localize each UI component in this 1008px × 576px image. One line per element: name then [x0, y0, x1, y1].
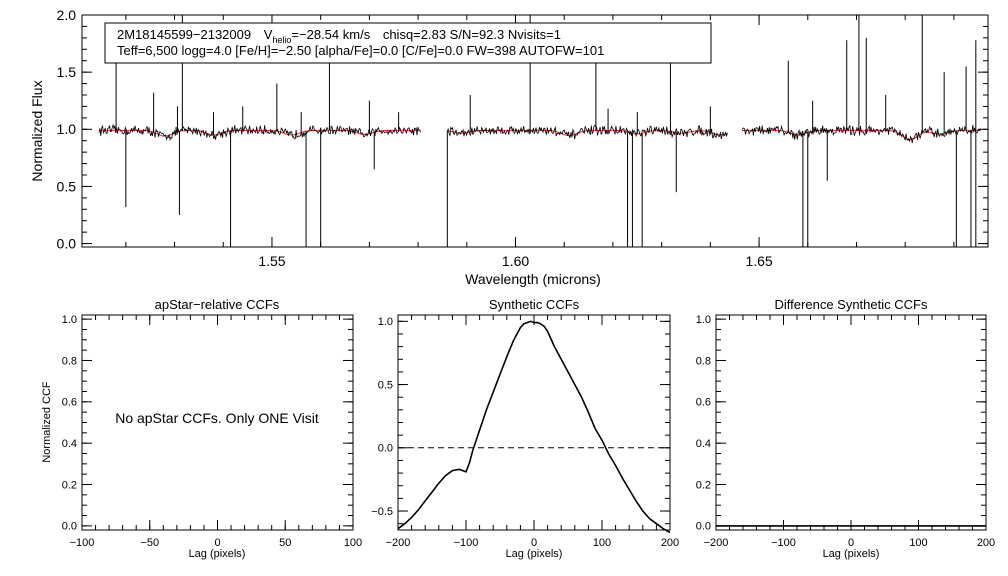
spectrum-panel: 1.55 1.60 1.65 0.0 0.5 1.0 1.5 2.0 2M18145599−2…: [29, 7, 989, 287]
y-tick-label: 0.2: [62, 479, 77, 491]
spectrum-plot-area: [98, 15, 982, 247]
vhelio-subscript: helio: [272, 35, 291, 45]
x-tick-label: 1.60: [502, 253, 529, 269]
y-tick-label: 0.0: [696, 521, 711, 533]
x-tick-label: −50: [140, 537, 159, 549]
x-tick-label: −200: [704, 537, 729, 549]
vhelio-symbol: V: [264, 27, 273, 42]
x-tick-label: 1.65: [745, 253, 772, 269]
y-tick-label: 0.5: [57, 178, 77, 194]
x-tick-label: 100: [344, 537, 362, 549]
observed-spectrum-line: [446, 124, 728, 140]
x-tick-label: −100: [771, 537, 796, 549]
apstar-ccf-xlabel: Lag (pixels): [189, 548, 246, 560]
observed-spectrum-line: [98, 123, 421, 142]
apstar-ccf-ylabel: Normalized CCF: [41, 381, 53, 463]
x-tick-label: 0: [214, 537, 220, 549]
x-tick-label: −100: [454, 537, 479, 549]
x-tick-label: 100: [909, 537, 927, 549]
spectrum-frame: [81, 14, 989, 248]
synthetic-ccf-panel: −200 −100 0 100 200 −0.5 0.0 0.5 1.0 Synthetic C…: [371, 297, 679, 560]
y-tick-label: 1.0: [62, 314, 77, 326]
difference-ccf-title: Difference Synthetic CCFs: [775, 297, 928, 312]
y-tick-label: 0.4: [62, 438, 77, 450]
difference-ccf-ticks: −200 −100 0 100 200 0.0 0.2 0.4 0.6 0.8 1.0: [696, 314, 995, 549]
y-tick-label: 0.5: [378, 379, 393, 391]
x-tick-label: 100: [593, 537, 611, 549]
x-tick-label: 200: [661, 537, 679, 549]
synthetic-ccf-ticks: −200 −100 0 100 200 −0.5 0.0 0.5 1.0: [371, 315, 679, 549]
x-tick-label: 0: [848, 537, 854, 549]
annotation-line-2: Teff=6,500 logg=4.0 [Fe/H]=−2.50 [alpha/…: [117, 43, 604, 58]
apstar-ccf-ticks: −100 −50 0 50 100 0.0 0.2 0.4 0.6 0.8 1.0: [62, 314, 362, 549]
synthetic-ccf-xlabel: Lag (pixels): [506, 548, 563, 560]
x-tick-label: −100: [70, 537, 95, 549]
y-tick-label: 1.5: [57, 64, 77, 80]
x-tick-label: 0: [531, 537, 537, 549]
y-tick-label: 0.4: [696, 438, 711, 450]
spectrum-ylabel: Normalized Flux: [29, 80, 45, 181]
y-tick-label: 1.0: [696, 314, 711, 326]
spectrum-xlabel: Wavelength (microns): [465, 271, 601, 287]
vhelio-value: =−28.54 km/s: [291, 27, 370, 42]
y-tick-label: 0.0: [62, 521, 77, 533]
x-tick-label: 1.55: [258, 253, 285, 269]
apstar-ccf-title: apStar−relative CCFs: [155, 297, 280, 312]
x-tick-label: 200: [977, 537, 995, 549]
difference-ccf-xlabel: Lag (pixels): [823, 548, 880, 560]
y-tick-label: 1.0: [57, 121, 77, 137]
y-tick-label: 2.0: [57, 7, 77, 23]
y-tick-label: 0.6: [696, 397, 711, 409]
apstar-ccf-message: No apStar CCFs. Only ONE Visit: [115, 410, 319, 426]
annotation-line-1: 2M18145599−2132009 Vhelio=−28.54 km/s ch…: [117, 27, 561, 45]
difference-ccf-panel: −200 −100 0 100 200 0.0 0.2 0.4 0.6 0.8 1.0 Differ…: [696, 297, 995, 560]
synthetic-ccf-series: [397, 320, 671, 534]
fit-stats: chisq=2.83 S/N=92.3 Nvisits=1: [383, 27, 561, 42]
observed-spectrum-line: [741, 124, 982, 144]
y-tick-label: 1.0: [378, 316, 393, 328]
y-tick-label: 0.2: [696, 479, 711, 491]
spectrum-ticks: 1.55 1.60 1.65 0.0 0.5 1.0 1.5 2.0: [57, 7, 988, 269]
synthetic-ccf-frame: [397, 314, 671, 531]
spectrum-annotation-box: [104, 22, 712, 64]
y-tick-label: −0.5: [371, 506, 393, 518]
difference-ccf-frame: [715, 314, 987, 531]
x-tick-label: 50: [279, 537, 291, 549]
model-spectrum-line: [99, 129, 421, 137]
apstar-ccf-panel: −100 −50 0 50 100 0.0 0.2 0.4 0.6 0.8 1.0 apStar−r…: [41, 297, 362, 560]
star-id: 2M18145599−2132009: [117, 27, 251, 42]
y-tick-label: 0.6: [62, 397, 77, 409]
y-tick-label: 0.8: [696, 355, 711, 367]
x-tick-label: −200: [386, 537, 411, 549]
y-tick-label: 0.8: [62, 355, 77, 367]
y-tick-label: 0.0: [378, 443, 393, 455]
synthetic-ccf-line: [397, 320, 671, 534]
y-tick-label: 0.0: [57, 235, 77, 251]
spectrum-series: [98, 15, 982, 247]
synthetic-ccf-title: Synthetic CCFs: [489, 297, 580, 312]
